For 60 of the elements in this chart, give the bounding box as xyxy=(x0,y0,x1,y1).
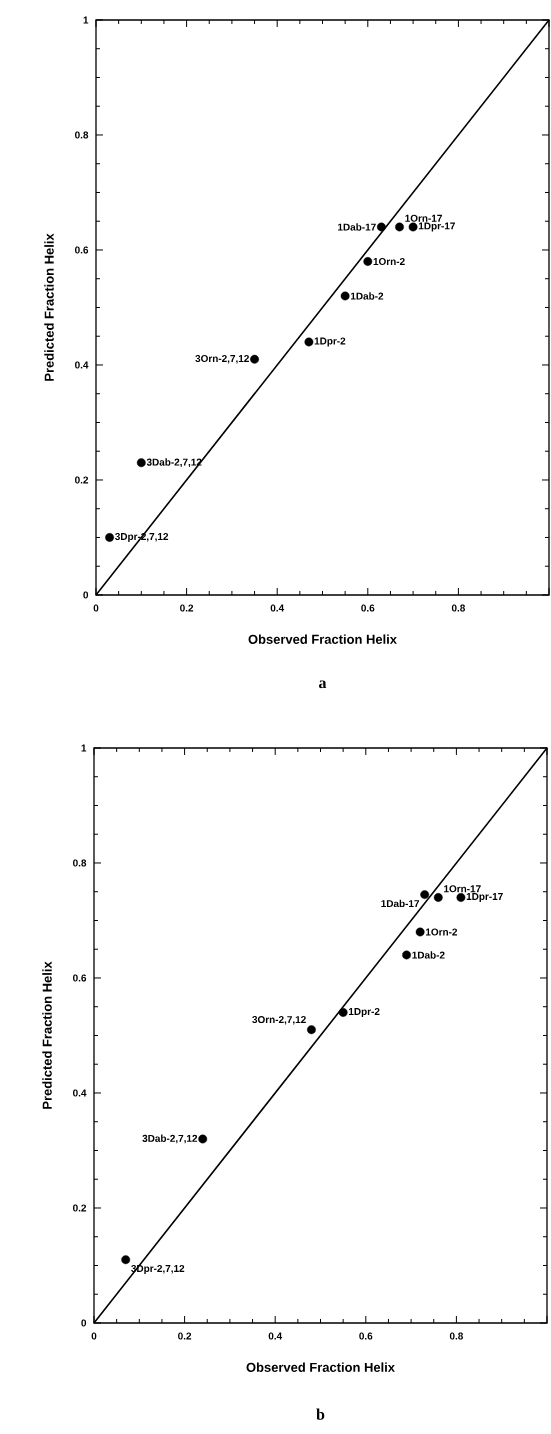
x-tick-label: 0.6 xyxy=(361,604,375,612)
annotation: 3Orn-2,7,12 xyxy=(252,1016,306,1025)
x-tick-label: 0.6 xyxy=(359,1332,373,1340)
x-tick-label: 0.2 xyxy=(180,604,194,612)
y-tick-label: 0 xyxy=(81,1319,87,1327)
point xyxy=(340,291,350,301)
x-tick-label: 0.4 xyxy=(270,604,285,612)
point xyxy=(105,533,114,542)
point xyxy=(307,1025,316,1035)
point xyxy=(338,1008,348,1017)
y-tick-label: 0 xyxy=(83,591,89,599)
annotation: 1Dab-2 xyxy=(350,292,384,300)
annotation: 1Orn-2 xyxy=(425,928,458,936)
annotation: 1Dab-17 xyxy=(338,223,376,231)
x-axis-title: Observed Fraction Helix xyxy=(248,634,397,644)
point xyxy=(433,893,443,902)
y-tick-label: 0.8 xyxy=(73,859,87,867)
annotation: 1Orn-17 xyxy=(405,214,442,222)
annotation: 1Orn-17 xyxy=(444,885,481,893)
annotation: 1Dab-17 xyxy=(381,899,420,908)
point xyxy=(415,927,425,937)
point xyxy=(304,337,314,347)
x-tick-label: 0.2 xyxy=(178,1332,192,1340)
y-tick-label: 0.6 xyxy=(75,246,89,254)
annotation: 3Dab-2,7,12 xyxy=(142,1134,198,1144)
x-tick-label: 0.4 xyxy=(268,1332,283,1340)
y-tick-label: 1 xyxy=(83,16,89,24)
x-axis-title: Observed Fraction Helix xyxy=(246,1362,395,1372)
y-axis-title: Predicted Fraction Helix xyxy=(42,961,52,1109)
x-tick-label: 0 xyxy=(93,604,99,612)
annotation: 1Dpr-17 xyxy=(466,893,503,902)
y-tick-label: 0.4 xyxy=(73,1089,87,1097)
point xyxy=(408,222,418,232)
y-tick-label: 1 xyxy=(81,744,87,752)
point xyxy=(402,950,411,960)
y-tick-label: 0.4 xyxy=(75,361,89,369)
point xyxy=(250,354,259,364)
y-axis-title: Predicted Fraction Helix xyxy=(44,233,54,381)
point xyxy=(136,458,146,468)
annotation: 1Dpr-17 xyxy=(418,222,455,232)
y-tick-label: 0.2 xyxy=(73,1204,87,1212)
x-tick-label: 0.8 xyxy=(451,604,466,612)
annotation: 1Orn-2 xyxy=(373,257,405,265)
annotation: 1Dpr-2 xyxy=(314,337,346,347)
annotation: 1Dab-2 xyxy=(412,951,445,959)
text: b xyxy=(316,1408,325,1420)
point xyxy=(420,890,430,900)
point xyxy=(395,222,404,232)
y-tick-label: 0.2 xyxy=(75,476,89,484)
point xyxy=(121,1255,131,1265)
y-tick-label: 0.6 xyxy=(73,974,87,982)
point xyxy=(363,257,373,266)
x-tick-label: 0 xyxy=(91,1332,97,1340)
text: a xyxy=(319,680,327,689)
annotation: 3Orn-2,7,12 xyxy=(195,354,249,364)
y-tick-label: 0.8 xyxy=(75,131,89,139)
point xyxy=(198,1134,208,1144)
point xyxy=(376,222,386,232)
annotation: 1Dpr-2 xyxy=(348,1007,380,1017)
x-tick-label: 0.8 xyxy=(449,1332,464,1340)
